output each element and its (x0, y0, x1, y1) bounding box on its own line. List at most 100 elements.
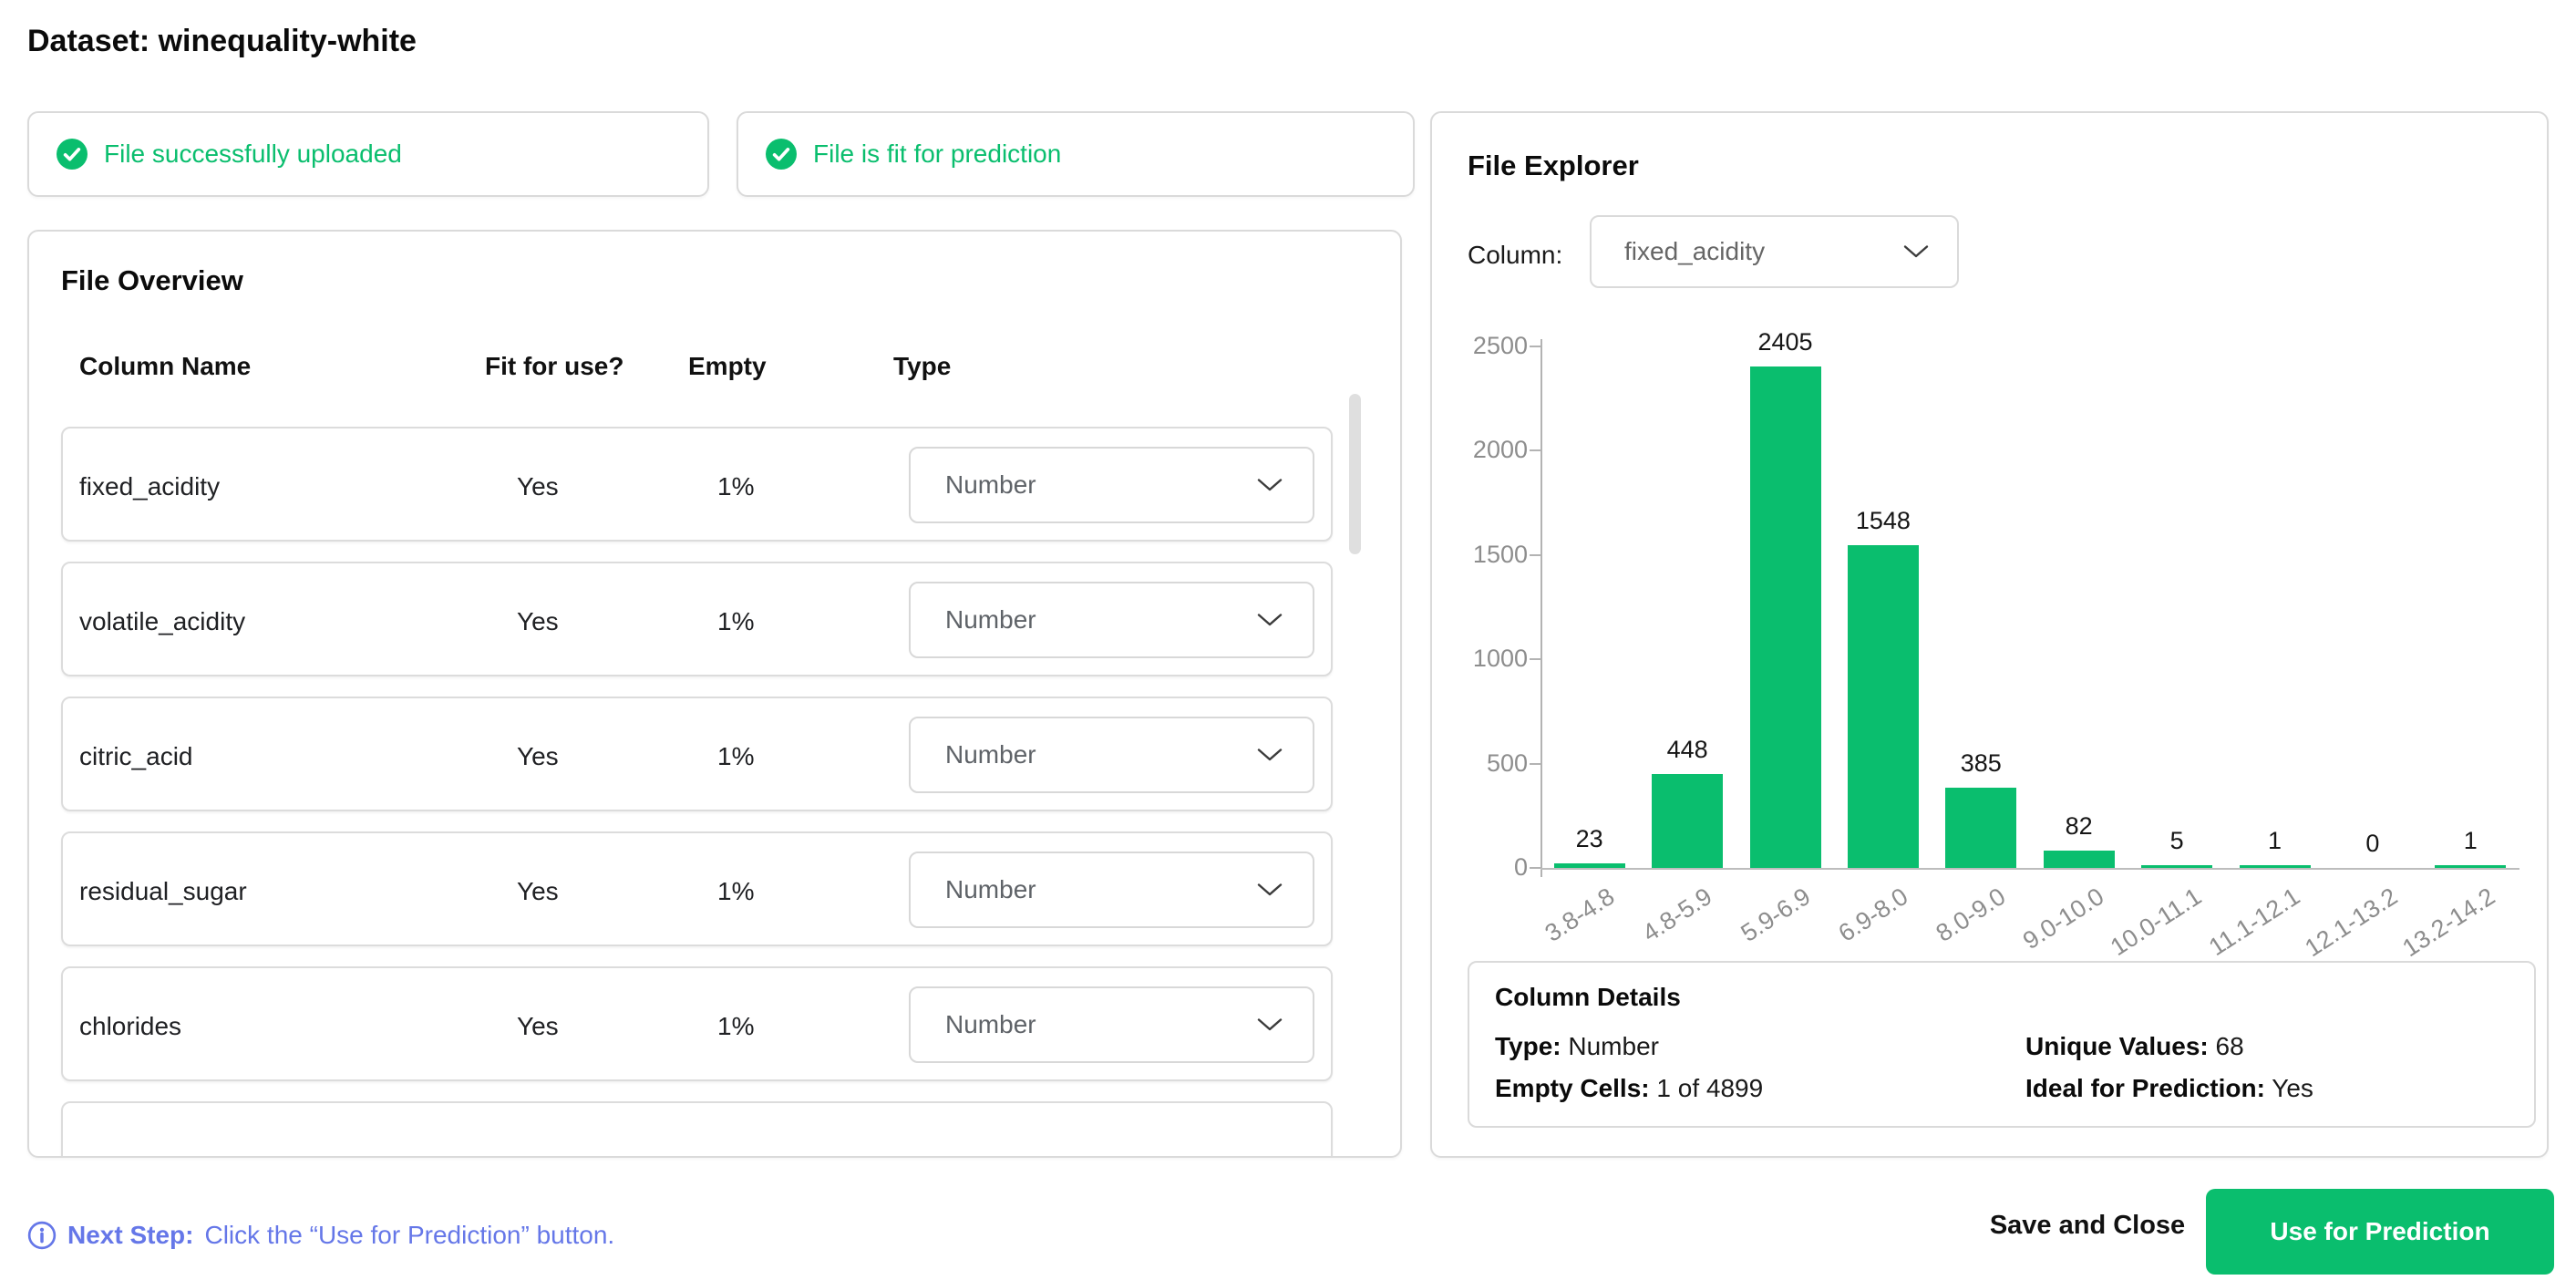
bar-value-label: 5 (2169, 827, 2184, 854)
detail-empty-value: 1 of 4899 (1656, 1074, 1764, 1102)
detail-unique-value: 68 (2215, 1032, 2244, 1060)
row-type-select[interactable]: Number (909, 447, 1314, 523)
row-type-select[interactable]: Number (909, 717, 1314, 793)
row-column-name: volatile_acidity (79, 607, 246, 635)
x-axis-tick-label: 4.8-5.9 (1637, 883, 1717, 947)
column-header-name: Column Name (79, 352, 252, 380)
detail-unique-values: Unique Values: 68 (2025, 1032, 2244, 1061)
y-axis-tick-label: 2500 (1472, 332, 1528, 359)
bar-value-label: 2405 (1757, 328, 1813, 356)
detail-empty-label: Empty Cells: (1495, 1074, 1650, 1102)
chevron-down-icon (1257, 883, 1283, 896)
column-header-fit: Fit for use? (485, 352, 624, 380)
next-step-text: Click the “Use for Prediction” button. (204, 1221, 615, 1249)
banner-label: File is fit for prediction (813, 139, 1062, 168)
bar-value-label: 385 (1960, 749, 2002, 777)
x-axis-tick-label: 11.1-12.1 (2203, 883, 2304, 962)
row-fit-value: Yes (517, 1012, 559, 1040)
row-fit-value: Yes (517, 607, 559, 635)
bar-value-label: 1 (2267, 827, 2282, 854)
row-type-select[interactable]: Number (909, 986, 1314, 1063)
chevron-down-icon (1257, 614, 1283, 626)
file-explorer-heading: File Explorer (1468, 150, 1639, 181)
row-fit-value: Yes (517, 742, 559, 770)
check-circle-icon (766, 139, 797, 170)
histogram-bar (2435, 865, 2507, 868)
file-explorer-panel: File Explorer Column: fixed_acidity Colu… (1430, 111, 2549, 1158)
y-tick-mark (1530, 658, 1540, 661)
next-step-bold: Next Step: (67, 1221, 194, 1249)
row-type-select[interactable]: Number (909, 852, 1314, 928)
y-tick-mark (1530, 867, 1540, 869)
row-type-value: Number (945, 740, 1036, 769)
y-tick-mark (1530, 346, 1540, 347)
scrollbar-thumb[interactable] (1349, 394, 1361, 554)
column-select[interactable]: fixed_acidity (1590, 215, 1959, 288)
upload-success-banner: File successfully uploaded (27, 111, 709, 197)
save-and-close-button[interactable]: Save and Close (1989, 1211, 2186, 1240)
column-details-box: Column Details Type: Number Empty Cells:… (1468, 961, 2536, 1128)
chevron-down-icon (1903, 245, 1929, 258)
histogram-bar (1847, 545, 1919, 868)
info-icon (27, 1221, 57, 1250)
y-tick-mark (1530, 762, 1540, 765)
histogram-bar (2043, 851, 2115, 868)
bar-value-label: 1548 (1855, 507, 1911, 534)
row-empty-value: 1% (717, 472, 755, 501)
detail-ideal-prediction: Ideal for Prediction: Yes (2025, 1074, 2313, 1103)
y-axis-tick-label: 500 (1486, 748, 1528, 777)
detail-type: Type: Number (1495, 1032, 1659, 1061)
histogram-bar (1945, 788, 2017, 868)
table-row: fixed_acidity Yes 1% Number (61, 427, 1333, 542)
table-row-partial (61, 1101, 1333, 1156)
y-axis-tick-label: 1500 (1472, 540, 1528, 568)
row-type-value: Number (945, 875, 1036, 903)
row-empty-value: 1% (717, 742, 755, 770)
bar-value-label: 448 (1666, 736, 1708, 763)
detail-empty-cells: Empty Cells: 1 of 4899 (1495, 1074, 1763, 1103)
x-axis-tick-label: 13.2-14.2 (2397, 883, 2500, 963)
detail-ideal-value: Yes (2272, 1074, 2313, 1102)
column-header-empty: Empty (688, 352, 767, 380)
file-overview-panel: File Overview Column Name Fit for use? E… (27, 230, 1402, 1158)
detail-unique-label: Unique Values: (2025, 1032, 2209, 1060)
y-tick-mark (1530, 553, 1540, 556)
bar-value-label: 0 (2365, 830, 2380, 857)
y-tick-mark (1530, 449, 1540, 452)
fit-for-prediction-banner: File is fit for prediction (737, 111, 1415, 197)
x-axis-tick-label: 5.9-6.9 (1735, 883, 1815, 947)
y-axis-tick-label: 0 (1513, 853, 1528, 881)
x-axis-tick-label: 12.1-13.2 (2300, 883, 2403, 963)
x-axis-tick-label: 8.0-9.0 (1931, 883, 2011, 947)
x-axis-tick-label: 9.0-10.0 (2017, 883, 2109, 955)
histogram-bar (1553, 863, 1625, 868)
row-column-name: residual_sugar (79, 877, 247, 905)
y-axis-tick-label: 2000 (1472, 436, 1528, 464)
bar-value-label: 23 (1575, 825, 1603, 852)
detail-type-label: Type: (1495, 1032, 1561, 1060)
row-empty-value: 1% (717, 607, 755, 635)
histogram-bar (1652, 774, 1724, 868)
row-column-name: citric_acid (79, 742, 193, 770)
row-type-select[interactable]: Number (909, 582, 1314, 658)
bar-value-label: 82 (2065, 812, 2093, 840)
row-fit-value: Yes (517, 877, 559, 905)
use-for-prediction-button[interactable]: Use for Prediction (2206, 1189, 2554, 1275)
row-column-name: chlorides (79, 1012, 182, 1040)
column-picker-label: Column: (1468, 241, 1563, 269)
banner-label: File successfully uploaded (104, 139, 402, 168)
file-overview-heading: File Overview (61, 264, 243, 296)
table-row: citric_acid Yes 1% Number (61, 697, 1333, 811)
detail-ideal-label: Ideal for Prediction: (2025, 1074, 2265, 1102)
row-empty-value: 1% (717, 1012, 755, 1040)
x-axis-tick-label: 3.8-4.8 (1540, 883, 1620, 947)
row-type-value: Number (945, 605, 1036, 634)
chevron-down-icon (1257, 479, 1283, 491)
row-column-name: fixed_acidity (79, 472, 221, 501)
column-header-type: Type (893, 352, 952, 380)
column-select-value: fixed_acidity (1624, 237, 1766, 265)
bar-value-label: 1 (2463, 827, 2478, 854)
row-type-value: Number (945, 1010, 1036, 1038)
next-step-note: Next Step: Click the “Use for Prediction… (27, 1216, 614, 1254)
